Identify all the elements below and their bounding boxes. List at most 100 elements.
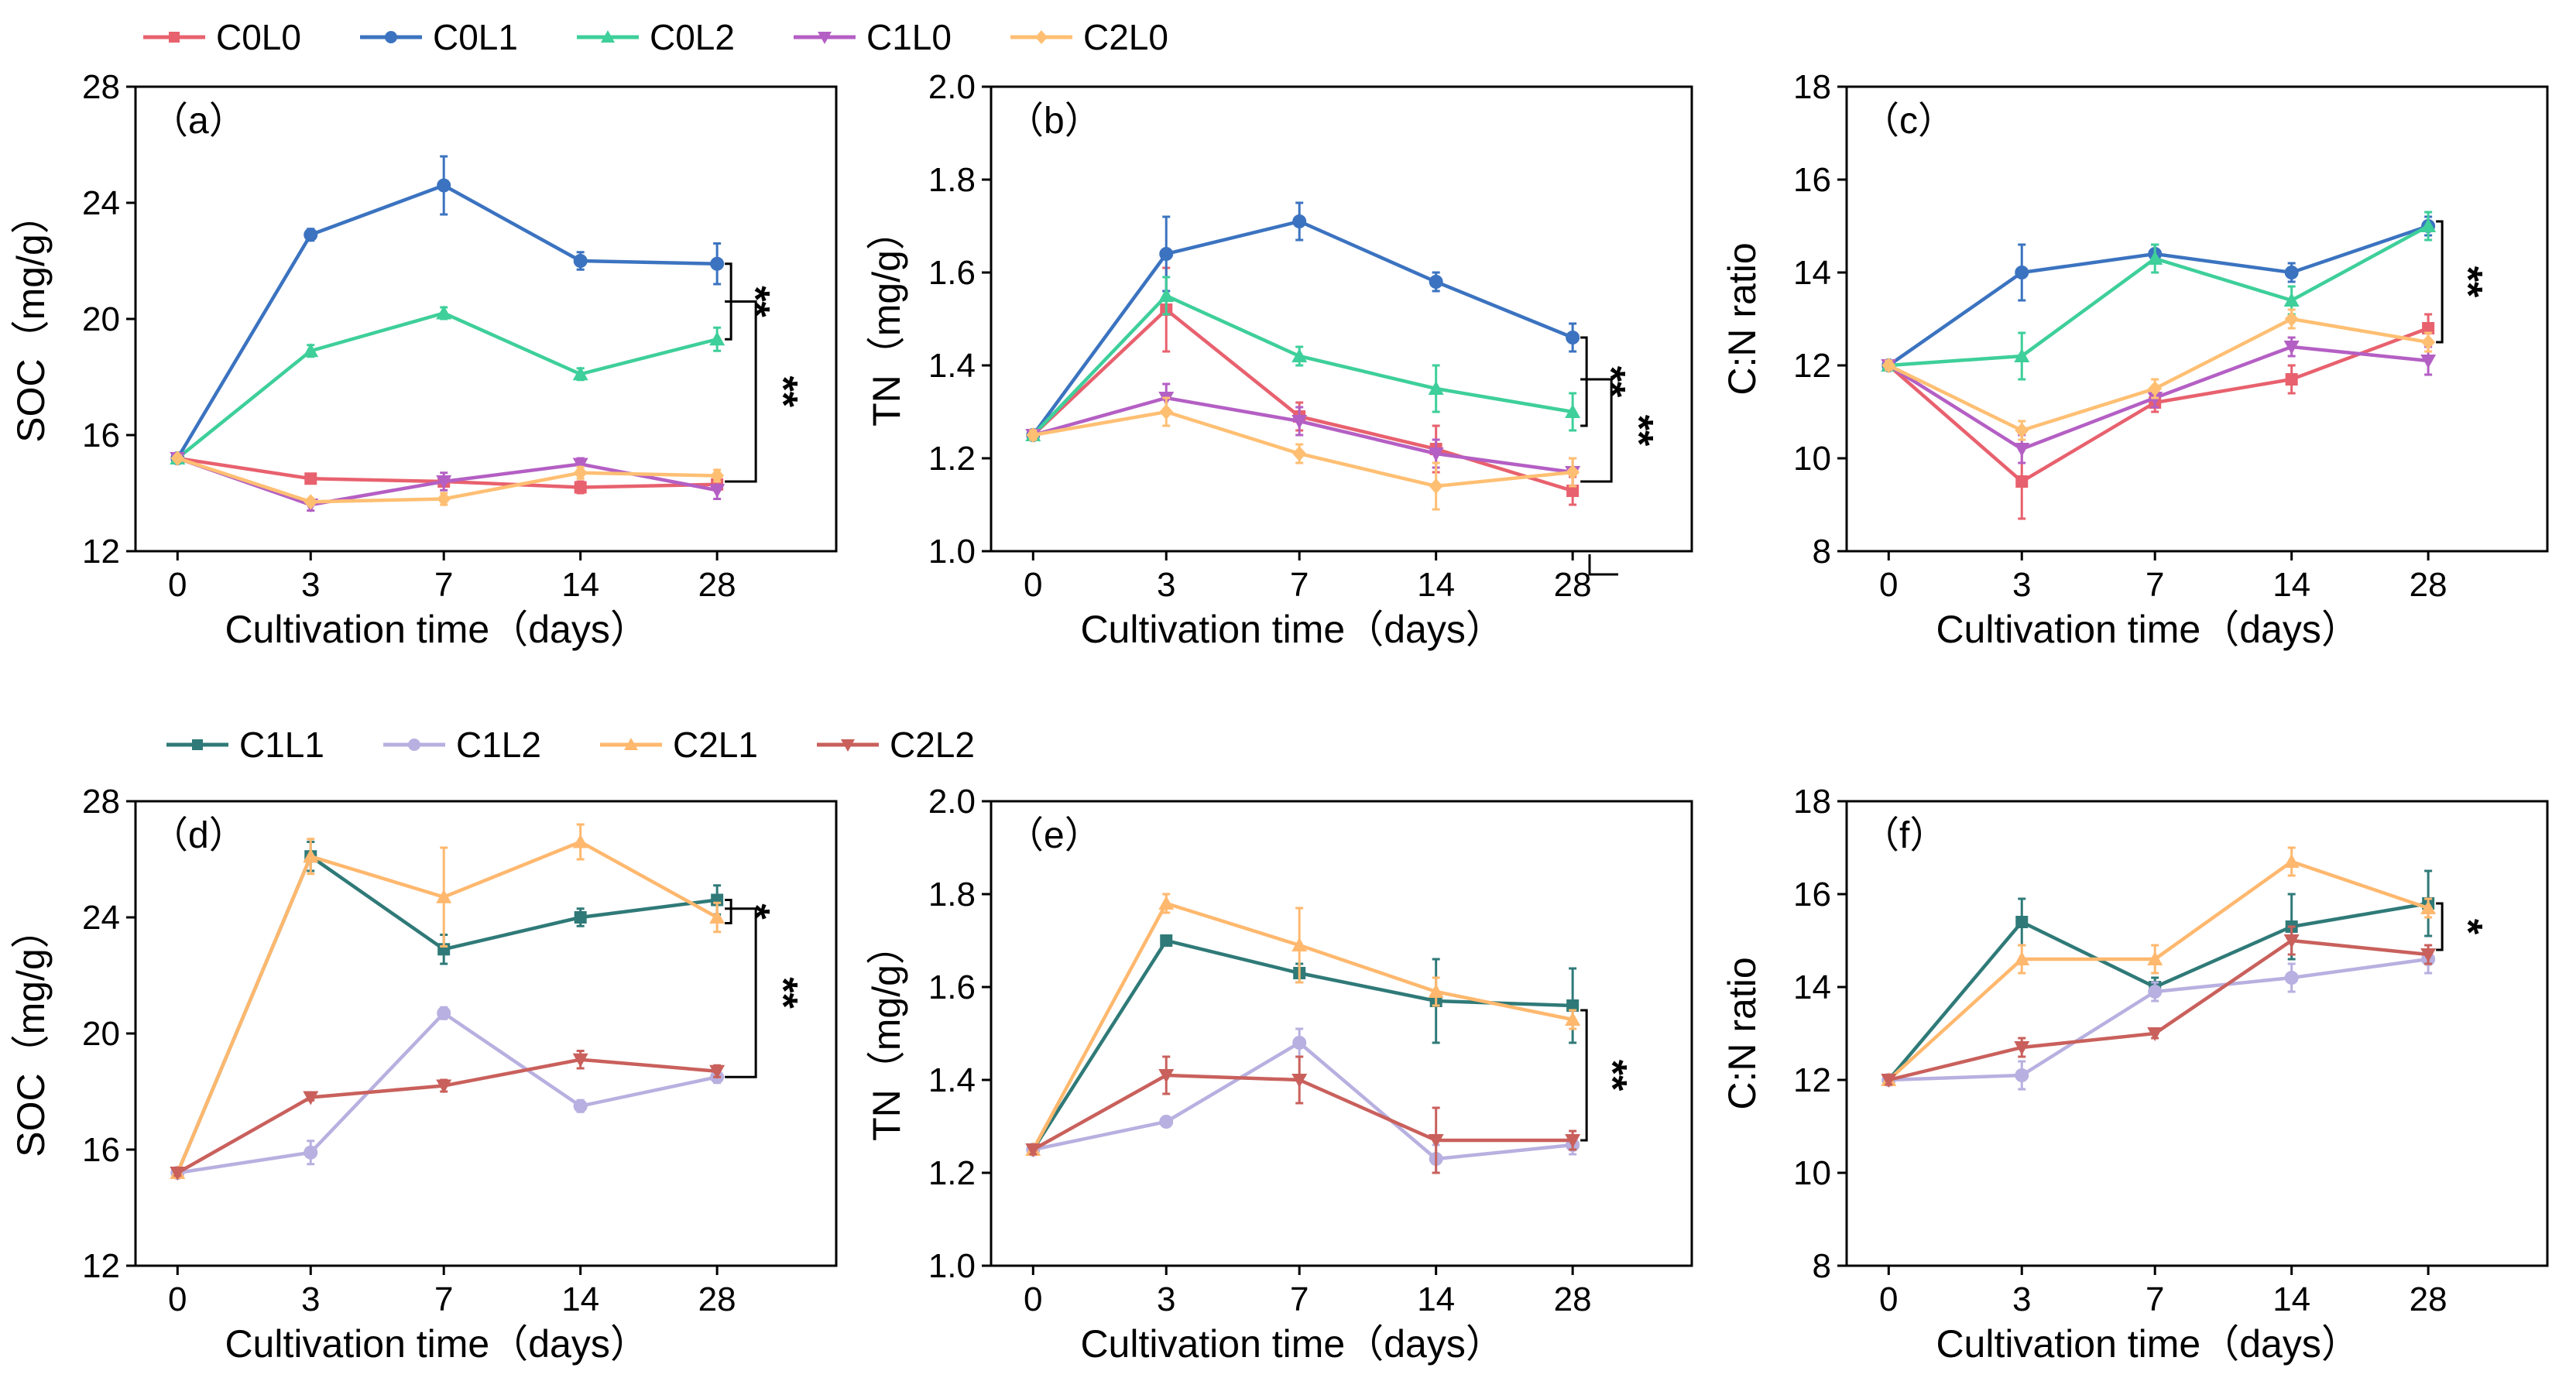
y-tick-label: 16 <box>82 416 120 454</box>
y-tick-label: 8 <box>1813 533 1831 571</box>
y-axis-title: C:N ratio <box>1720 957 1764 1109</box>
marker-triangle-up <box>303 343 319 358</box>
y-tick-label: 12 <box>1793 347 1831 385</box>
panel-label: （c） <box>1862 101 1955 142</box>
panel-label: （a） <box>151 101 246 142</box>
series-line <box>176 183 718 460</box>
significance-label: ** <box>1590 1060 1634 1092</box>
y-tick-label: 1.2 <box>928 1154 976 1192</box>
legend-item: C0L2 <box>577 17 735 57</box>
x-axis-title: Cultivation time（days） <box>225 1322 648 1366</box>
bracket-line <box>725 300 757 483</box>
legend-item: C0L1 <box>360 17 518 57</box>
legend-item: C0L0 <box>143 17 301 57</box>
series-c0l1 <box>1881 215 2436 372</box>
y-tick-label: 1.0 <box>928 1247 976 1285</box>
significance-label: ** <box>760 376 805 408</box>
significance-label: ** <box>2445 266 2490 298</box>
marker-triangle-down <box>1291 415 1308 429</box>
plot-frame <box>1845 800 2549 1267</box>
series-line <box>1888 225 2430 368</box>
marker-triangle-up <box>436 889 452 903</box>
marker-triangle-up <box>2420 218 2437 232</box>
legend-item: C1L0 <box>794 17 952 57</box>
significance-bracket: * <box>725 899 777 924</box>
marker-triangle-up <box>2283 293 2300 307</box>
marker-circle <box>573 1099 588 1113</box>
x-tick-label: 3 <box>301 1280 320 1318</box>
x-tick-label: 28 <box>1554 566 1592 604</box>
series-line <box>177 1057 718 1174</box>
marker-circle <box>304 228 318 242</box>
plot-frame <box>1845 85 2549 553</box>
x-tick-label: 0 <box>168 1280 187 1318</box>
series-c1l2 <box>1881 944 2436 1091</box>
x-tick-label: 3 <box>2012 566 2031 604</box>
marker-diamond <box>710 468 725 484</box>
chart-panel: 8 10 12 14 16 18 0 3 7 14 28 Cultivation time（days）… <box>1720 783 2549 1366</box>
marker-triangle-down <box>818 32 832 44</box>
significance-label: ** <box>760 977 805 1009</box>
chart-panel: 1.0 1.2 1.4 1.6 1.8 2.0 0 3 7 14 28 Cultivation tim… <box>865 783 1693 1366</box>
x-tick-label: 3 <box>1157 1280 1175 1318</box>
marker-triangle-up <box>2420 900 2437 914</box>
x-tick-label: 28 <box>2410 1280 2447 1318</box>
x-tick-label: 14 <box>561 566 599 604</box>
marker-triangle-down <box>2014 443 2030 457</box>
marker-square <box>2015 916 2029 928</box>
marker-triangle-down <box>841 739 855 752</box>
legend: C1L1 C1L2 C2L1 C2L2 <box>166 725 975 765</box>
marker-circle <box>1292 214 1307 228</box>
panel-label: （d） <box>151 815 246 856</box>
marker-triangle-up <box>1158 896 1175 910</box>
marker-triangle-up <box>1428 984 1444 998</box>
marker-diamond <box>1035 30 1048 44</box>
legend-item: C2L2 <box>817 725 975 765</box>
x-tick-label: 28 <box>698 566 736 604</box>
series-c2l2 <box>1025 1055 1581 1174</box>
marker-diamond <box>573 464 588 481</box>
series-c0l2 <box>1881 211 2437 381</box>
marker-triangle-up <box>709 331 725 346</box>
y-tick-label: 18 <box>1793 783 1831 821</box>
marker-square <box>2422 322 2435 334</box>
y-tick-label: 1.8 <box>928 161 976 199</box>
marker-triangle-down <box>709 484 725 499</box>
panel-label: （e） <box>1007 815 1102 856</box>
legend-item: C1L2 <box>383 725 541 765</box>
y-tick-label: 1.6 <box>928 968 976 1006</box>
marker-triangle-down <box>1428 447 1444 461</box>
chart-panel: 12 16 20 24 28 0 3 7 14 28 Cultivation time（days） S… <box>9 783 838 1366</box>
marker-diamond <box>1026 427 1041 443</box>
marker-triangle-up <box>303 848 319 863</box>
panel-label: （b） <box>1007 101 1102 142</box>
x-tick-label: 0 <box>1024 566 1042 604</box>
y-axis-title: TN（mg/g） <box>865 211 908 427</box>
legend-item: C2L0 <box>1010 17 1168 57</box>
y-tick-label: 2.0 <box>928 783 976 821</box>
x-axis-title: Cultivation time（days） <box>225 608 648 651</box>
marker-circle <box>2015 266 2029 279</box>
x-tick-label: 7 <box>434 566 453 604</box>
marker-triangle-down <box>709 1064 725 1079</box>
y-tick-label: 8 <box>1813 1247 1831 1285</box>
marker-square <box>1566 999 1580 1012</box>
significance-bracket: * <box>2436 902 2490 951</box>
marker-diamond <box>2284 311 2299 327</box>
bracket-line <box>2436 902 2444 951</box>
legend-label: C0L1 <box>433 17 518 57</box>
y-tick-label: 12 <box>82 533 120 571</box>
x-axis-title: Cultivation time（days） <box>1936 1322 2359 1366</box>
legend-label: C0L2 <box>650 17 735 57</box>
legend-label: C2L0 <box>1083 17 1168 57</box>
marker-circle <box>2284 971 2299 985</box>
marker-triangle-up <box>2014 951 2030 965</box>
marker-triangle-down <box>572 458 588 472</box>
y-tick-label: 1.0 <box>928 533 976 571</box>
series-c2l1 <box>1025 893 1581 1156</box>
marker-triangle-up <box>1565 404 1581 418</box>
y-tick-label: 10 <box>1793 1154 1831 1192</box>
y-tick-label: 1.6 <box>928 254 976 292</box>
marker-triangle-down <box>2014 1041 2030 1055</box>
marker-triangle-down <box>1025 1143 1041 1157</box>
